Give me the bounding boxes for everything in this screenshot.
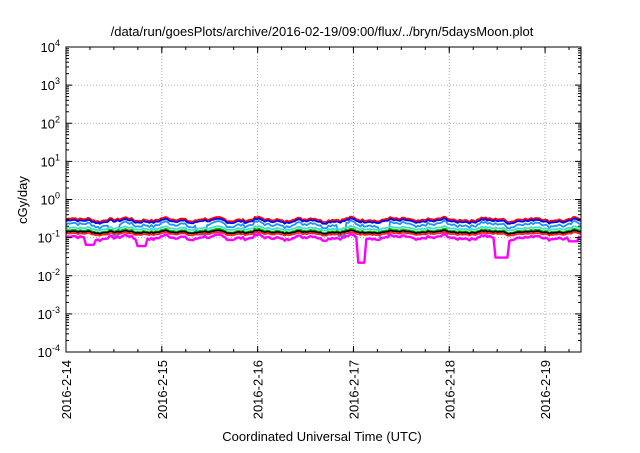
plot-frame <box>65 46 582 353</box>
series-line-7 <box>65 231 582 237</box>
series-line-8 <box>65 232 582 264</box>
x-tick-label: 2016-2-15 <box>155 360 170 419</box>
y-tick-label: 10-2 <box>38 267 60 284</box>
y-tick-label: 10-3 <box>38 305 60 322</box>
y-tick-label: 10-4 <box>38 343 60 360</box>
series-layer <box>65 215 582 264</box>
x-axis: 2016-2-14 2016-2-15 2016-2-16 2016-2-17 2016… <box>59 47 570 419</box>
series-line-6 <box>65 229 582 235</box>
x-tick-label: 2016-2-16 <box>251 360 266 419</box>
y-axis: 10-4 10-3 10-2 10-1 100 101 102 103 104 <box>38 38 581 360</box>
grid <box>66 47 581 352</box>
chart-title: /data/run/goesPlots/archive/2016-02-19/0… <box>111 24 534 39</box>
y-axis-label: cGy/day <box>15 176 30 224</box>
x-axis-label: Coordinated Universal Time (UTC) <box>222 429 421 444</box>
x-tick-label: 2016-2-19 <box>538 360 553 419</box>
x-tick-label: 2016-2-14 <box>59 360 74 419</box>
series-line-3 <box>65 219 582 239</box>
y-tick-label: 102 <box>41 114 60 131</box>
y-tick-label: 104 <box>41 38 60 55</box>
series-line-4 <box>65 224 582 232</box>
x-tick-label: 2016-2-18 <box>442 360 457 419</box>
y-tick-label: 103 <box>41 76 60 93</box>
x-tick-label: 2016-2-17 <box>346 360 361 419</box>
y-tick-label: 10-1 <box>38 229 60 246</box>
series-line-1 <box>65 215 582 224</box>
y-tick-label: 101 <box>41 152 60 169</box>
y-tick-label: 100 <box>41 191 60 208</box>
series-line-2 <box>65 217 582 225</box>
